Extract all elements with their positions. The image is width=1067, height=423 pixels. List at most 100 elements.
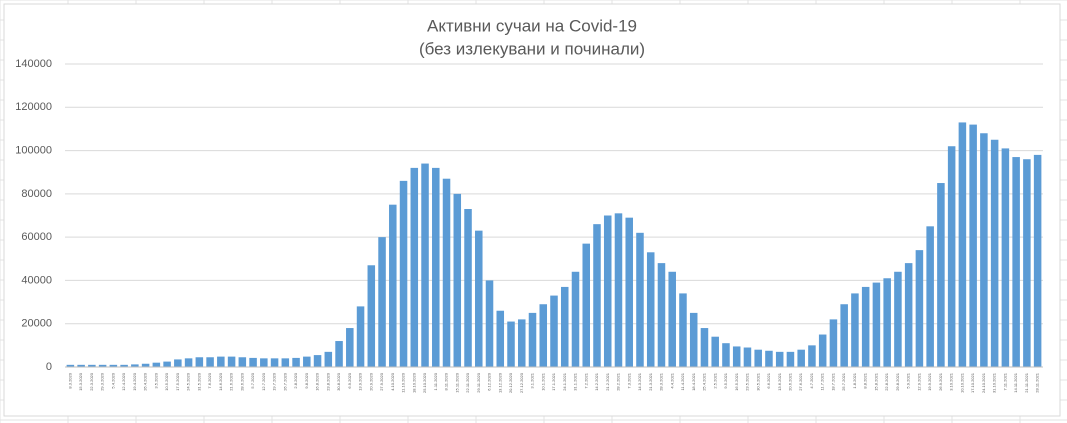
bar <box>947 146 956 367</box>
bar <box>1012 157 1020 367</box>
bar <box>786 351 795 367</box>
x-tick-label: 8.3.2020 <box>67 372 72 388</box>
x-tick-label: 27.6.2021 <box>798 372 803 391</box>
bar <box>636 232 644 367</box>
bar <box>851 293 859 367</box>
bar <box>689 312 698 367</box>
x-tick-label: 31.10.2021 <box>992 372 997 393</box>
x-tick-label: 25.7.2021 <box>841 372 846 391</box>
bar <box>475 230 483 367</box>
bar <box>937 183 945 367</box>
bar <box>410 167 419 367</box>
x-tick-label: 21.6.2020 <box>229 372 234 391</box>
x-tick-label: 11.10.2020 <box>401 372 406 392</box>
bar <box>507 321 515 367</box>
bar <box>367 265 376 367</box>
x-tick-label: 13.6.2021 <box>777 372 782 391</box>
x-tick-label: 11.7.2021 <box>820 372 825 390</box>
bar <box>657 263 666 367</box>
bar <box>1023 159 1031 367</box>
bar <box>217 356 225 367</box>
x-tick-label: 7.3.2021 <box>626 372 631 388</box>
bar <box>206 357 214 367</box>
bar <box>346 328 354 367</box>
bar <box>270 358 279 367</box>
bar <box>335 341 343 367</box>
x-tick-label: 20.9.2020 <box>368 372 373 391</box>
bar <box>894 271 902 367</box>
bar <box>614 213 623 367</box>
x-tick-label: 17.5.2020 <box>175 372 180 391</box>
bar <box>711 336 719 367</box>
bar <box>700 328 709 367</box>
x-tick-label: 26.9.2021 <box>938 372 943 391</box>
x-tick-label: 19.9.2021 <box>927 372 932 391</box>
bar <box>840 304 848 367</box>
bar <box>324 351 333 367</box>
x-tick-label: 29.8.2021 <box>895 372 900 391</box>
x-tick-label: 18.7.2021 <box>830 372 835 391</box>
bar <box>66 364 75 367</box>
bar <box>560 286 569 367</box>
bar <box>765 350 773 367</box>
x-tick-label: 12.4.2020 <box>121 372 126 391</box>
x-tick-label: 4.10.2020 <box>390 372 395 391</box>
bar <box>260 358 268 367</box>
x-tick-label: 6.12.2020 <box>487 372 492 391</box>
x-tick-label: 3.10.2021 <box>949 372 954 391</box>
bar <box>152 362 161 367</box>
x-tick-label: 24.5.2020 <box>186 372 191 391</box>
x-tick-label: 29.3.2020 <box>100 372 105 391</box>
x-tick-label: 27.9.2020 <box>379 372 384 391</box>
bar <box>174 359 182 367</box>
bar <box>227 356 236 367</box>
x-tick-label: 14.2.2021 <box>594 372 599 391</box>
y-tick-label: 60000 <box>21 231 52 243</box>
bar <box>818 334 827 367</box>
x-tick-label: 5.7.2020 <box>250 372 255 388</box>
x-tick-label: 20.12.2020 <box>508 372 513 393</box>
bar <box>732 346 741 367</box>
y-tick-label: 40000 <box>21 274 52 286</box>
x-tick-label: 8.8.2021 <box>863 372 868 388</box>
bar <box>238 357 247 367</box>
x-tick-label: 25.4.2021 <box>702 372 707 391</box>
bar <box>292 357 300 367</box>
x-tick-label: 22.8.2021 <box>884 372 889 391</box>
bar <box>141 363 150 367</box>
x-tick-label: 20.6.2021 <box>788 372 793 391</box>
x-tick-label: 11.4.2021 <box>680 372 685 390</box>
bar <box>593 224 601 367</box>
bar <box>679 293 687 367</box>
x-tick-label: 4.7.2021 <box>809 372 814 388</box>
bar <box>646 252 655 367</box>
x-tick-label: 16.8.2020 <box>315 372 320 391</box>
bar <box>356 306 365 367</box>
x-tick-label: 7.11.2021 <box>1002 372 1007 390</box>
x-tick-label: 12.7.2020 <box>261 372 266 391</box>
bar <box>163 361 171 367</box>
bar <box>464 209 472 367</box>
x-tick-label: 7.2.2021 <box>583 372 588 388</box>
x-tick-label: 3.1.2021 <box>530 372 535 388</box>
bar <box>743 347 752 367</box>
bar <box>517 319 526 367</box>
x-tick-label: 15.8.2021 <box>873 372 878 391</box>
bar <box>754 349 762 367</box>
x-tick-label: 9.5.2021 <box>723 372 728 388</box>
y-tick-label: 0 <box>46 361 52 373</box>
bar <box>303 356 311 367</box>
x-tick-label: 10.5.2020 <box>164 372 169 391</box>
x-tick-label: 26.7.2020 <box>282 372 287 391</box>
bar <box>109 364 118 367</box>
x-tick-label: 24.10.2021 <box>981 372 986 393</box>
x-tick-label: 28.11.2021 <box>1035 372 1040 392</box>
bar <box>528 312 537 367</box>
bar <box>1001 148 1010 367</box>
x-tick-label: 29.11.2020 <box>476 372 481 392</box>
x-tick-label: 12.9.2021 <box>916 372 921 391</box>
chart-subtitle: (без излекувани и починали) <box>419 39 645 58</box>
x-tick-label: 13.12.2020 <box>497 372 502 393</box>
x-tick-label: 10.10.2021 <box>959 372 964 393</box>
x-tick-label: 22.11.2020 <box>465 372 470 392</box>
